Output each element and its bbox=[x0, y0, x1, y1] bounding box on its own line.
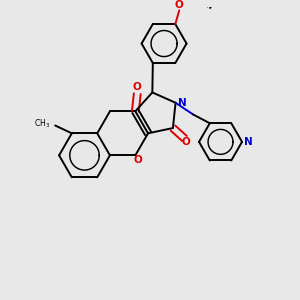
Text: O: O bbox=[182, 137, 190, 147]
Text: O: O bbox=[175, 0, 184, 10]
Text: O: O bbox=[133, 82, 142, 92]
Text: $\mathregular{CH_3}$: $\mathregular{CH_3}$ bbox=[34, 117, 50, 130]
Text: N: N bbox=[244, 137, 253, 147]
Text: O: O bbox=[134, 155, 142, 165]
Text: N: N bbox=[178, 98, 186, 108]
